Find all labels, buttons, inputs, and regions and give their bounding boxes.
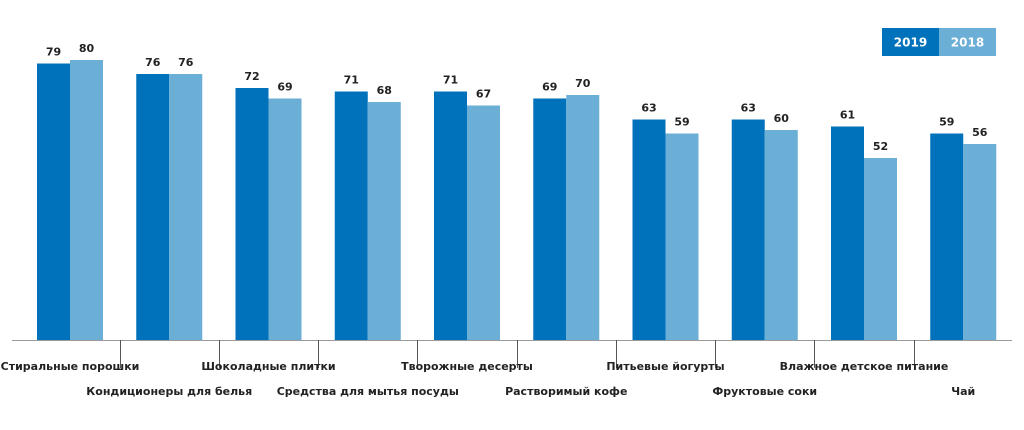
- bar-2019-8: [731, 119, 765, 340]
- bar-2019-1: [37, 63, 70, 340]
- category-label-6: Растворимый кофе: [505, 385, 627, 398]
- bar-2019-10: [930, 133, 964, 340]
- category-label-9: Влажное детское питание: [780, 360, 949, 373]
- bar-2018-1: [70, 60, 103, 340]
- category-label-10: Чай: [951, 385, 975, 398]
- bar-2018-8: [764, 130, 798, 340]
- data-label-2018-10: 56: [972, 126, 988, 139]
- bar-2019-4: [334, 91, 368, 340]
- bar-2019-3: [235, 88, 269, 340]
- legend-label-2018: 2018: [951, 36, 984, 50]
- data-label-2018-5: 67: [476, 88, 491, 101]
- category-label-3: Шоколадные плитки: [201, 360, 335, 373]
- bar-2018-6: [566, 95, 600, 340]
- data-label-2019-9: 61: [840, 109, 855, 122]
- data-label-2019-2: 76: [145, 56, 161, 69]
- data-label-2018-9: 52: [873, 140, 888, 153]
- data-label-2019-5: 71: [443, 74, 458, 87]
- legend-label-2019: 2019: [894, 36, 927, 50]
- category-label-5: Творожные десерты: [401, 360, 533, 373]
- bar-2019-9: [831, 126, 864, 340]
- bar-2019-6: [533, 98, 567, 340]
- data-label-2018-7: 59: [674, 116, 689, 129]
- legend-swatch-2018: [939, 28, 996, 56]
- data-label-2019-10: 59: [939, 116, 954, 129]
- bar-2019-5: [434, 91, 467, 340]
- data-label-2018-1: 80: [79, 42, 95, 55]
- bar-2019-7: [632, 119, 666, 340]
- bar-2018-3: [268, 98, 302, 340]
- data-label-2019-4: 71: [344, 74, 359, 87]
- data-label-2019-1: 79: [46, 46, 61, 59]
- data-label-2018-8: 60: [774, 112, 790, 125]
- bar-2018-4: [367, 102, 401, 340]
- data-label-2018-6: 70: [575, 77, 591, 90]
- category-label-7: Питьевые йогурты: [606, 360, 724, 373]
- bar-2018-2: [169, 74, 203, 340]
- bar-2018-9: [864, 158, 897, 340]
- data-label-2019-3: 72: [244, 70, 259, 83]
- data-label-2018-4: 68: [377, 84, 392, 97]
- category-label-8: Фруктовые соки: [712, 385, 817, 398]
- data-label-2018-3: 69: [277, 81, 292, 94]
- category-label-4: Средства для мытья посуды: [277, 385, 459, 398]
- data-label-2019-8: 63: [741, 102, 756, 115]
- data-label-2018-2: 76: [178, 56, 194, 69]
- bar-2019-2: [136, 74, 170, 340]
- data-label-2019-6: 69: [542, 81, 557, 94]
- bar-2018-5: [467, 105, 500, 340]
- legend-swatch-2019: [882, 28, 939, 56]
- bar-2018-10: [963, 144, 997, 340]
- category-label-1: Стиральные порошки: [1, 360, 140, 373]
- category-label-2: Кондиционеры для белья: [86, 385, 252, 398]
- data-label-2019-7: 63: [641, 102, 656, 115]
- bar-2018-7: [665, 133, 699, 340]
